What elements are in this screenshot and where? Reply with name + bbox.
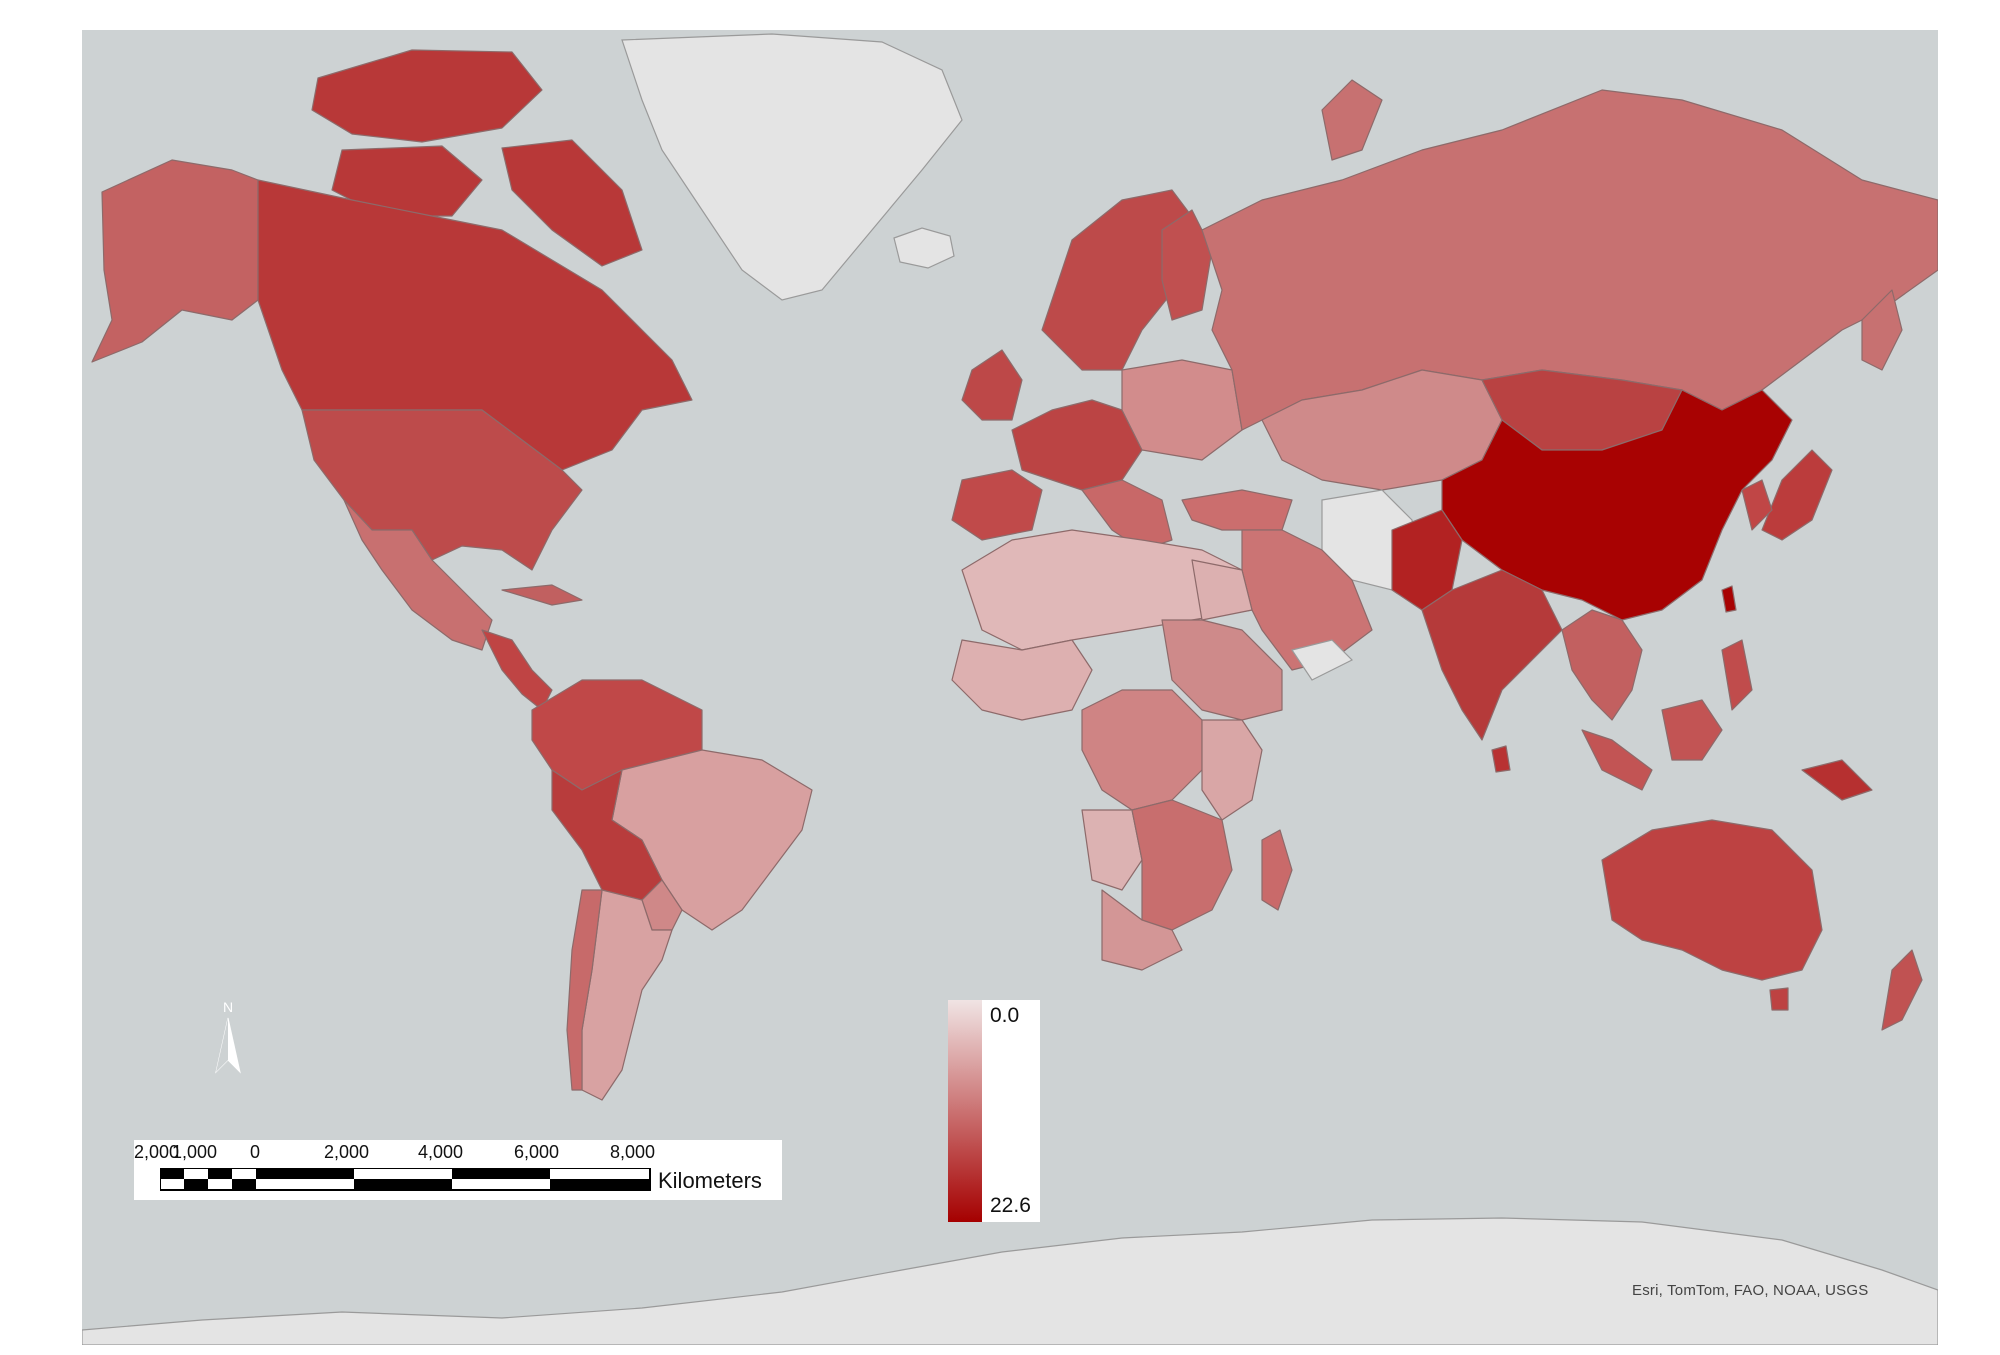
japan <box>1761 449 1833 541</box>
antarctica <box>82 1217 1938 1345</box>
north-arrow: N <box>206 998 250 1078</box>
angola-region <box>1081 809 1143 891</box>
papua-new-guinea <box>1801 759 1873 801</box>
scale-bar-tick-label: 2,000 <box>324 1142 370 1162</box>
chile <box>566 889 603 1091</box>
scale-bar-unit: Kilometers <box>658 1168 762 1193</box>
scale-bar-ticks: 2,000 1,000 0 2,000 4,000 6,000 8,000 <box>134 1140 782 1164</box>
australia <box>1601 819 1823 981</box>
iberia <box>951 469 1043 541</box>
borneo <box>1661 699 1723 761</box>
legend: 0.0 22.6 <box>948 1000 1040 1222</box>
scale-bar: 2,000 1,000 0 2,000 4,000 6,000 8,000 Kilomete… <box>134 1140 782 1200</box>
scale-bar-tick-label: 1,000 <box>172 1142 218 1162</box>
korea <box>1741 479 1773 531</box>
south-africa <box>1101 889 1183 971</box>
balkans-italy <box>1081 479 1173 551</box>
central-africa <box>1081 689 1203 811</box>
scale-bar-tick-label: 6,000 <box>514 1142 560 1162</box>
central-america <box>481 629 553 711</box>
west-africa <box>951 639 1093 721</box>
finland <box>1161 209 1213 321</box>
taiwan <box>1721 585 1737 613</box>
new-zealand <box>1881 949 1923 1031</box>
sri-lanka <box>1491 745 1511 773</box>
alaska <box>91 159 259 363</box>
scale-bar-graphic <box>160 1168 651 1191</box>
southern-africa <box>1131 799 1233 931</box>
kamchatka <box>1861 289 1903 371</box>
iceland <box>893 227 955 269</box>
map-attribution: Esri, TomTom, FAO, NOAA, USGS <box>1632 1282 1869 1299</box>
legend-min-label: 0.0 <box>990 1004 1020 1027</box>
madagascar <box>1261 829 1293 911</box>
yemen <box>1291 639 1354 681</box>
scale-bar-tick-label: 4,000 <box>418 1142 464 1162</box>
russia-arctic-island <box>1321 79 1383 161</box>
legend-color-ramp <box>948 1000 982 1222</box>
scale-bar-tick-label: 8,000 <box>610 1142 656 1162</box>
philippines <box>1721 639 1753 711</box>
sudan-horn <box>1161 619 1283 721</box>
north-arrow-label: N <box>223 999 233 1015</box>
scale-bar-tick-label: 0 <box>250 1142 261 1162</box>
legend-max-label: 22.6 <box>990 1194 1031 1217</box>
india <box>1421 569 1563 741</box>
turkey <box>1181 489 1293 531</box>
baffin-island <box>501 139 643 267</box>
western-europe <box>1011 399 1143 491</box>
indonesia-sumatra <box>1581 729 1653 791</box>
eastern-europe <box>1121 359 1243 461</box>
southeast-asia-mainland <box>1561 609 1643 721</box>
map-frame <box>82 30 1938 1345</box>
canada-arctic-islands-2 <box>331 145 483 217</box>
egypt <box>1191 559 1253 621</box>
world-choropleth-map <box>82 33 1938 1345</box>
cuba <box>501 584 583 606</box>
greenland <box>621 33 963 301</box>
east-africa <box>1201 719 1263 821</box>
uk-ireland <box>961 349 1023 421</box>
tasmania <box>1769 987 1789 1011</box>
scale-bar-tick-label: 2,000 <box>134 1142 180 1162</box>
canada-arctic-islands <box>311 49 543 143</box>
